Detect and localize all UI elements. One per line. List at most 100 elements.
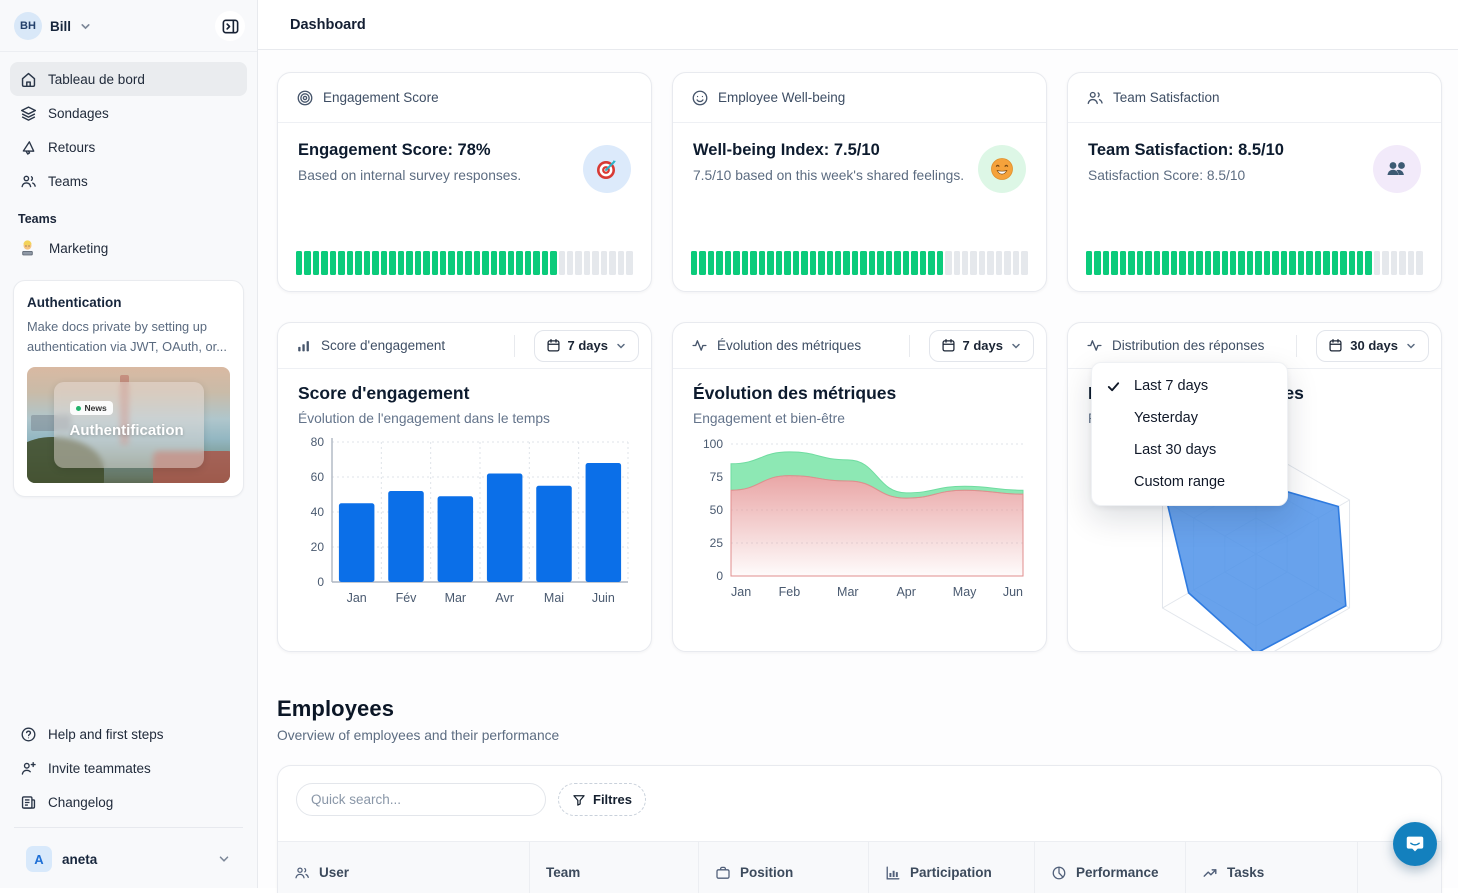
- column-header-user[interactable]: User: [278, 842, 530, 893]
- card-engagement-chart: Score d'engagement 7 days Score d': [277, 322, 652, 652]
- progress-segment: [609, 251, 615, 275]
- column-header-team[interactable]: Team: [530, 842, 699, 893]
- promo-image[interactable]: News Authentification: [27, 367, 230, 483]
- menu-item-custom-range[interactable]: Custom range: [1092, 466, 1287, 498]
- menu-item-last-7-days[interactable]: Last 7 days: [1092, 370, 1287, 402]
- progress-segment: [550, 251, 556, 275]
- card-body: Engagement Score: 78% Based on internal …: [278, 123, 651, 251]
- progress-segment: [474, 251, 480, 275]
- progress-segment: [970, 251, 976, 275]
- card-team-satisfaction: Team Satisfaction Team Satisfaction: 8.5…: [1067, 72, 1442, 292]
- menu-item-yesterday[interactable]: Yesterday: [1092, 402, 1287, 434]
- progress-segment: [818, 251, 824, 275]
- topbar: Dashboard: [258, 0, 1458, 50]
- range-selector-button-open[interactable]: 7 days: [929, 330, 1034, 362]
- menu-item-label: Custom range: [1134, 474, 1225, 490]
- chevron-down-icon: [1010, 340, 1022, 352]
- svg-text:100: 100: [703, 437, 723, 451]
- progress-segment: [903, 251, 909, 275]
- progress-segment: [389, 251, 395, 275]
- promo-image-title: Authentification: [70, 422, 204, 439]
- activity-icon: [691, 337, 708, 354]
- column-header-position[interactable]: Position: [699, 842, 869, 893]
- collapse-sidebar-button[interactable]: [215, 11, 245, 41]
- svg-text:May: May: [953, 585, 977, 599]
- progress-segment: [962, 251, 968, 275]
- activity-icon: [1086, 337, 1103, 354]
- sidebar-item-invite[interactable]: Invite teammates: [10, 751, 247, 785]
- progress-segment: [508, 251, 514, 275]
- chat-widget-button[interactable]: [1393, 822, 1437, 866]
- sidebar-item-surveys[interactable]: Sondages: [10, 96, 247, 130]
- progress-segment: [1179, 251, 1185, 275]
- engagement-progress-bar: [278, 251, 651, 291]
- funnel-icon: [572, 793, 586, 807]
- search-input[interactable]: [296, 783, 546, 816]
- progress-segment: [457, 251, 463, 275]
- progress-segment: [440, 251, 446, 275]
- promo-card-authentication[interactable]: Authentication Make docs private by sett…: [13, 280, 244, 497]
- chevron-down-icon: [615, 340, 627, 352]
- progress-segment: [398, 251, 404, 275]
- progress-segment: [1120, 251, 1126, 275]
- progress-segment: [618, 251, 624, 275]
- check-icon: [1106, 379, 1122, 394]
- progress-segment: [894, 251, 900, 275]
- sidebar-item-help[interactable]: Help and first steps: [10, 717, 247, 751]
- progress-segment: [793, 251, 799, 275]
- user-plus-icon: [20, 760, 37, 777]
- progress-segment: [1323, 251, 1329, 275]
- column-header-tasks[interactable]: Tasks: [1186, 842, 1358, 893]
- progress-segment: [767, 251, 773, 275]
- layers-icon: [20, 105, 37, 122]
- progress-segment: [716, 251, 722, 275]
- progress-segment: [423, 251, 429, 275]
- bar-chart-icon: [296, 338, 312, 354]
- progress-segment: [1137, 251, 1143, 275]
- column-label: Team: [546, 865, 580, 880]
- users-icon: [1086, 89, 1104, 107]
- workspace-switcher[interactable]: BH Bill: [0, 0, 257, 52]
- users-icon: [294, 865, 310, 881]
- progress-segment: [843, 251, 849, 275]
- news-badge: News: [70, 401, 113, 415]
- megaphone-icon: [20, 139, 37, 156]
- team-item-label: Marketing: [49, 241, 108, 256]
- card-header-label: Engagement Score: [323, 90, 439, 105]
- progress-segment: [482, 251, 488, 275]
- sidebar-item-changelog[interactable]: Changelog: [10, 785, 247, 819]
- range-selector-button[interactable]: 7 days: [534, 330, 639, 362]
- sidebar-team-marketing[interactable]: Marketing: [0, 230, 257, 266]
- sidebar-item-teams[interactable]: Teams: [10, 164, 247, 198]
- calendar-icon: [546, 338, 561, 353]
- stat-subtitle: 7.5/10 based on this week's shared feeli…: [693, 168, 1026, 183]
- card-header-label: Évolution des métriques: [717, 338, 861, 353]
- column-header-participation[interactable]: Participation: [869, 842, 1035, 893]
- card-header: Team Satisfaction: [1068, 73, 1441, 123]
- card-header: Évolution des métriques 7 days: [673, 323, 1046, 369]
- column-header-performance[interactable]: Performance: [1035, 842, 1186, 893]
- progress-segment: [1298, 251, 1304, 275]
- home-icon: [20, 71, 37, 88]
- sidebar-item-feedback[interactable]: Retours: [10, 130, 247, 164]
- filters-button[interactable]: Filtres: [558, 783, 646, 816]
- svg-text:Fév: Fév: [396, 591, 418, 605]
- sidebar-item-dashboard[interactable]: Tableau de bord: [10, 62, 247, 96]
- trending-up-icon: [1202, 865, 1218, 881]
- progress-segment: [987, 251, 993, 275]
- account-menu[interactable]: A aneta: [10, 836, 247, 888]
- menu-item-last-30-days[interactable]: Last 30 days: [1092, 434, 1287, 466]
- range-selector-button[interactable]: 30 days: [1316, 330, 1429, 362]
- employees-toolbar: Filtres: [278, 766, 1441, 833]
- progress-segment: [355, 251, 361, 275]
- progress-segment: [954, 251, 960, 275]
- progress-segment: [979, 251, 985, 275]
- svg-text:40: 40: [311, 505, 325, 519]
- svg-text:Apr: Apr: [896, 585, 915, 599]
- progress-segment: [1289, 251, 1295, 275]
- progress-segment: [1238, 251, 1244, 275]
- card-wellbeing: Employee Well-being Well-being Index: 7.…: [672, 72, 1047, 292]
- sidebar-item-label: Sondages: [48, 106, 109, 121]
- svg-text:Jun: Jun: [1003, 585, 1023, 599]
- svg-text:Juin: Juin: [592, 591, 615, 605]
